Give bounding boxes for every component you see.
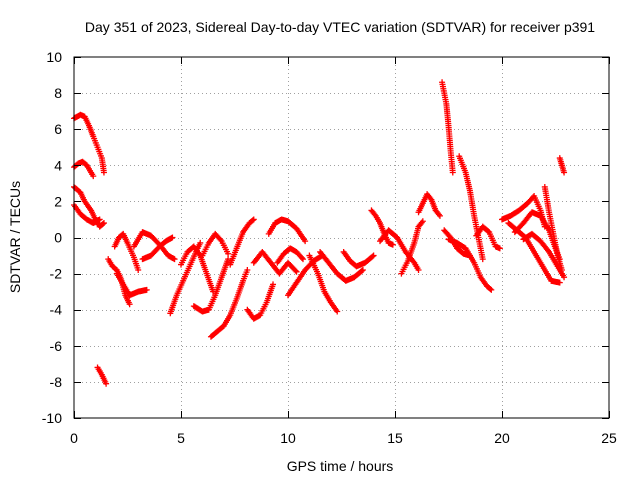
data-point-markers (227, 216, 257, 268)
data-point-markers (71, 158, 97, 180)
x-tick-label: 20 (494, 430, 510, 446)
data-point-markers (265, 216, 309, 245)
data-point-markers (317, 248, 366, 284)
series-arc-12 (178, 243, 217, 295)
y-tick-label: 4 (54, 157, 62, 173)
data-point-markers (111, 230, 142, 273)
x-tick-label: 5 (177, 430, 185, 446)
y-tick-label: -10 (42, 410, 62, 426)
plot-frame (73, 56, 610, 419)
series-arc-05 (94, 364, 110, 387)
x-axis-label: GPS time / hours (287, 458, 394, 474)
series-arc-02 (71, 158, 97, 180)
series-arc-19 (265, 216, 309, 245)
y-tick-label: 10 (46, 49, 62, 65)
series-arc-18 (250, 248, 300, 277)
series-arc-26 (377, 227, 422, 273)
y-tick-label: 8 (54, 85, 62, 101)
series-arc-09 (130, 229, 178, 263)
data-point-markers (94, 364, 110, 387)
y-tick-label: -8 (50, 374, 63, 390)
chart-title: Day 351 of 2023, Sidereal Day-to-day VTE… (85, 19, 595, 35)
series-arc-31 (445, 236, 495, 293)
series-arc-28 (415, 191, 443, 219)
y-tick-label: 6 (54, 121, 62, 137)
series-arc-29 (439, 79, 456, 176)
x-tick-label: 0 (70, 430, 78, 446)
series-arc-38 (541, 183, 565, 273)
data-point-markers (130, 229, 178, 263)
data-point-markers (139, 234, 176, 263)
y-tick-label: -4 (50, 302, 63, 318)
series-arc-22 (306, 252, 341, 315)
series-arc-15 (207, 266, 251, 340)
series-arc-39 (556, 155, 568, 176)
data-point-markers (556, 155, 568, 176)
data-point-markers (274, 245, 306, 266)
series-arc-27 (398, 218, 426, 277)
data-point-markers (398, 218, 426, 277)
y-tick-label: 0 (54, 230, 62, 246)
data-point-markers (377, 227, 422, 273)
y-tick-label: -2 (50, 266, 63, 282)
x-tick-label: 10 (280, 430, 296, 446)
data-point-markers (250, 248, 300, 277)
series-arc-23 (317, 248, 366, 284)
x-tick-label: 25 (601, 430, 617, 446)
series-arc-17 (244, 281, 277, 322)
data-point-markers (473, 223, 503, 252)
data-point-markers (306, 252, 341, 315)
data-point-markers (113, 270, 150, 299)
data-point-markers (445, 236, 495, 293)
data-marks (71, 79, 568, 387)
series-arc-14 (199, 230, 232, 259)
series-arc-20 (274, 245, 306, 266)
data-point-markers (207, 266, 251, 340)
x-tick-label: 15 (387, 430, 403, 446)
y-tick-label: 2 (54, 193, 62, 209)
data-point-markers (439, 79, 456, 176)
data-point-markers (340, 248, 377, 270)
data-point-markers (105, 256, 133, 308)
axis-ticks: 0 5 10 15 20 25 -10 -8 -6 -4 -2 0 2 4 6 8 10 (42, 49, 617, 446)
data-point-markers (415, 191, 443, 219)
data-point-markers (541, 183, 565, 273)
y-tick-label: -6 (50, 338, 63, 354)
series-arc-13 (190, 256, 232, 315)
data-point-markers (178, 243, 217, 295)
series-arc-07 (111, 230, 142, 273)
y-axis-label: SDTVAR / TECUs (7, 181, 23, 293)
series-arc-24 (340, 248, 377, 270)
data-point-markers (190, 256, 232, 315)
series-arc-06 (105, 256, 133, 308)
series-arc-16 (227, 216, 257, 268)
series-arc-08 (113, 270, 150, 299)
data-point-markers (199, 230, 232, 259)
series-arc-10 (139, 234, 176, 263)
series-arc-33 (473, 223, 503, 252)
data-point-markers (244, 281, 277, 322)
